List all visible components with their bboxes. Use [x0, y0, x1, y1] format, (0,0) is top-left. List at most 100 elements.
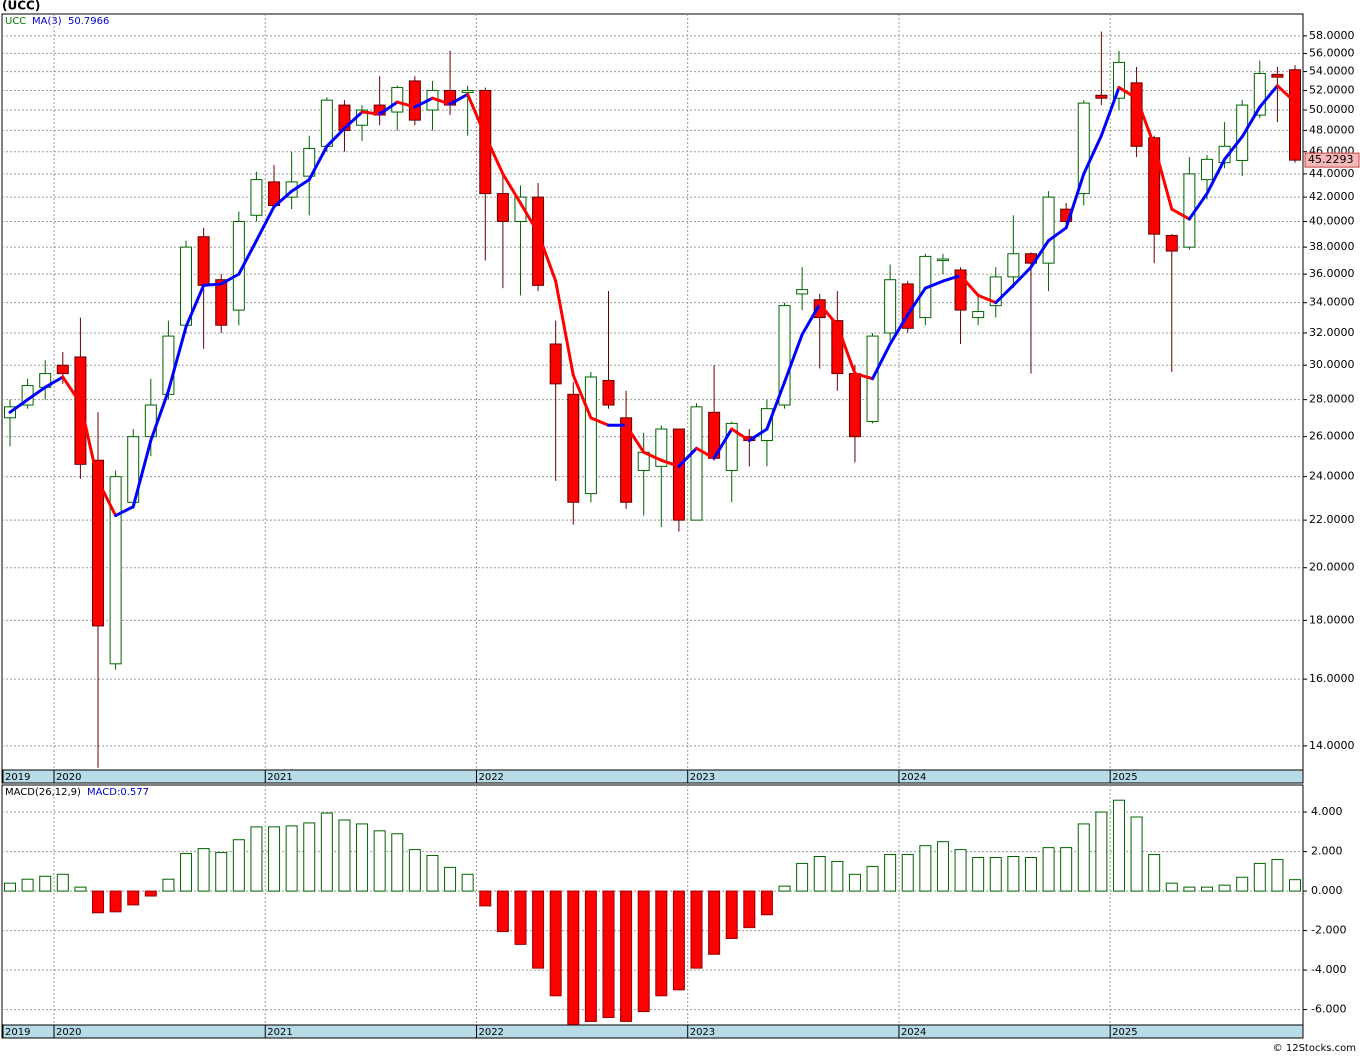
- macd-bar: [250, 826, 263, 892]
- y-tick-label: 44.0000: [1309, 167, 1355, 180]
- candle-body: [320, 99, 333, 147]
- y-tick-label: -4.000: [1311, 963, 1346, 976]
- ma-line: [976, 293, 998, 305]
- macd-bar: [1218, 884, 1231, 892]
- ma-line: [554, 279, 575, 377]
- ma-line: [888, 313, 910, 346]
- ma-line: [96, 479, 118, 518]
- macd-bar: [532, 890, 545, 969]
- candle-body: [109, 476, 122, 665]
- macd-bar: [144, 890, 157, 897]
- macd-bar: [725, 890, 738, 939]
- candle-body: [936, 258, 949, 262]
- ma-line: [642, 450, 663, 462]
- y-tick-label: 22.0000: [1309, 513, 1355, 526]
- macd-bar: [285, 825, 298, 892]
- candle-body: [250, 179, 263, 216]
- x-tick-label: 2023: [690, 1027, 715, 1038]
- ma-line: [712, 427, 734, 460]
- candle-body: [1130, 82, 1143, 147]
- ma-line: [1152, 143, 1174, 211]
- macd-bar: [514, 890, 527, 945]
- candle-body: [303, 147, 316, 177]
- y-tick-label: 30.0000: [1309, 358, 1355, 371]
- x-tick-label: 2022: [478, 772, 503, 783]
- ma-line: [237, 239, 258, 276]
- candle-body: [1165, 234, 1178, 252]
- ma-line: [853, 372, 875, 381]
- x-tick-label: 2025: [1112, 772, 1137, 783]
- macd-last-label: MACD:0.577: [87, 787, 149, 798]
- candle-body: [655, 428, 668, 467]
- macd-bar: [444, 866, 457, 892]
- macd-bar: [620, 890, 633, 1022]
- candle-body: [567, 393, 580, 503]
- ma-line: [149, 389, 170, 443]
- ma-line: [800, 302, 822, 337]
- x-tick-label: 2020: [56, 772, 81, 783]
- y-tick-label: 32.0000: [1309, 326, 1355, 339]
- candle-body: [549, 343, 562, 385]
- macd-bar: [461, 873, 474, 892]
- ma-line: [483, 134, 505, 176]
- x-tick-label: 2025: [1112, 1027, 1137, 1038]
- macd-legend: MACD(26,12,9): [5, 787, 81, 798]
- macd-bar: [303, 822, 316, 892]
- candle-body: [532, 196, 545, 286]
- ma-line: [448, 92, 470, 106]
- macd-bar: [796, 862, 809, 892]
- ma-line: [501, 172, 522, 205]
- macd-bar: [848, 873, 861, 892]
- candle-body: [1095, 94, 1108, 99]
- ma-legend: MA(3): [32, 16, 62, 27]
- macd-bar: [1077, 823, 1090, 892]
- macd-bar: [1024, 856, 1037, 892]
- ma-line: [290, 178, 311, 193]
- macd-bar: [760, 890, 773, 916]
- macd-bar: [884, 854, 897, 892]
- macd-bar: [919, 845, 932, 892]
- ma-last-value: 50.7966: [68, 16, 109, 27]
- x-tick-label: 2022: [478, 1027, 503, 1038]
- macd-bar: [778, 885, 791, 892]
- candle-body: [1271, 73, 1284, 78]
- footer: © 12Stocks.com: [1273, 1043, 1356, 1054]
- ma-line: [184, 283, 206, 329]
- ma-line: [254, 205, 276, 243]
- macd-bar: [162, 878, 175, 892]
- candle-body: [1148, 137, 1161, 235]
- candle-body: [391, 87, 404, 113]
- candle-body: [989, 276, 1002, 307]
- macd-bar: [180, 853, 193, 892]
- ma-line: [78, 401, 100, 483]
- macd-bar: [496, 890, 509, 933]
- macd-bar: [320, 812, 333, 892]
- macd-bar: [479, 890, 492, 907]
- macd-bar: [232, 839, 245, 892]
- macd-bar: [127, 890, 140, 906]
- last-price-label: 45.2293: [1308, 153, 1354, 166]
- ma-line: [272, 189, 294, 209]
- y-tick-label: 42.0000: [1309, 190, 1355, 203]
- ma-line: [1240, 105, 1262, 139]
- macd-bar: [1200, 886, 1213, 892]
- candle-body: [1183, 173, 1196, 248]
- macd-bar: [655, 890, 668, 997]
- ma-line: [1135, 96, 1156, 147]
- candle-body: [1007, 253, 1020, 278]
- candle-body: [796, 289, 809, 295]
- candle-body: [1236, 104, 1249, 161]
- macd-bar: [602, 890, 615, 1018]
- ma-line: [677, 446, 699, 468]
- ma-line: [395, 100, 417, 109]
- macd-bar: [74, 886, 87, 892]
- y-tick-label: 54.0000: [1309, 65, 1355, 78]
- y-tick-label: -6.000: [1311, 1003, 1346, 1016]
- date-strip: [1, 1024, 1304, 1039]
- macd-bar: [4, 882, 16, 892]
- macd-bar: [901, 854, 914, 892]
- ma-line: [466, 92, 487, 138]
- ma-line: [1205, 157, 1227, 196]
- y-tick-label: 20.0000: [1309, 561, 1355, 574]
